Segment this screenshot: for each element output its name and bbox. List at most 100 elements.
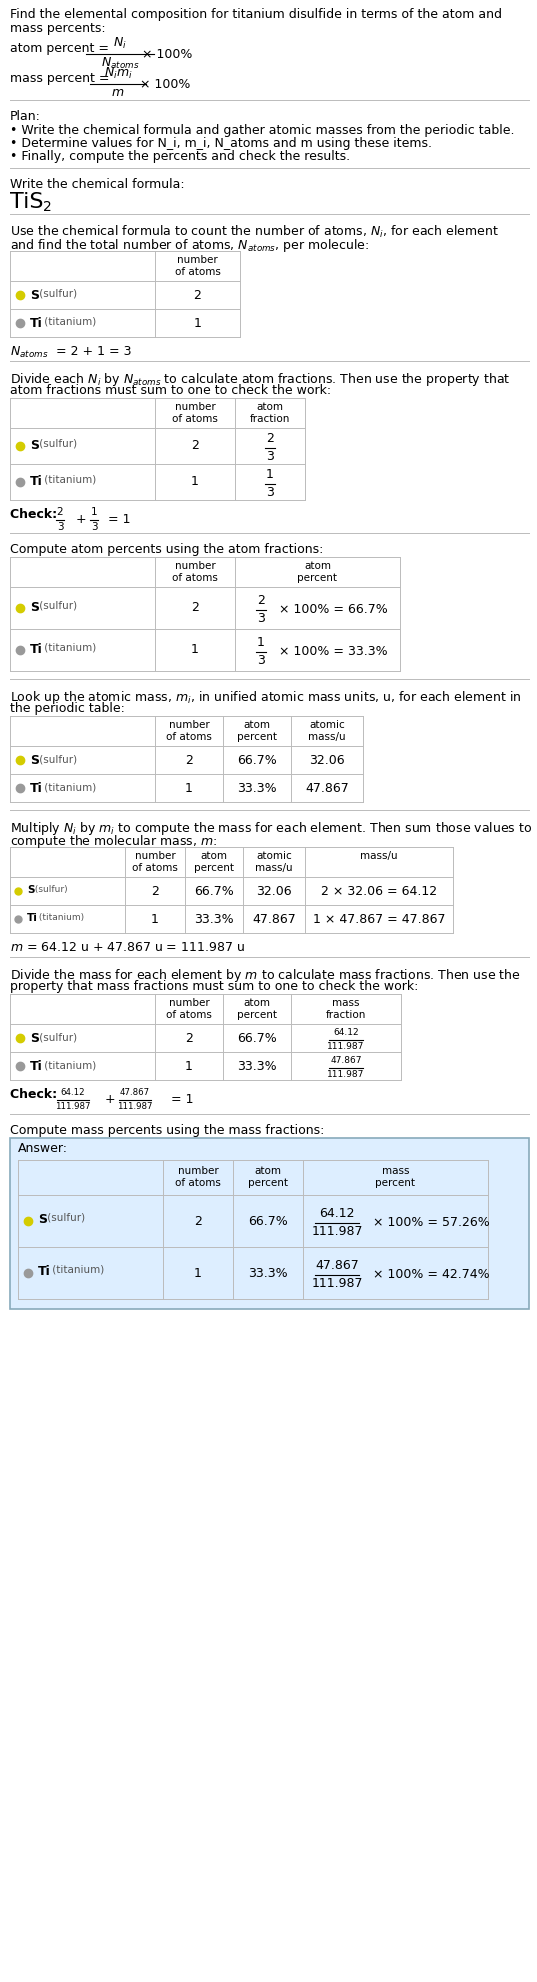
Text: 2: 2 — [194, 1215, 202, 1229]
Text: and find the total number of atoms, $N_{atoms}$, per molecule:: and find the total number of atoms, $N_{… — [10, 238, 369, 254]
Text: Ti: Ti — [30, 476, 43, 488]
Text: atom
percent: atom percent — [237, 999, 277, 1019]
Text: (sulfur): (sulfur) — [35, 438, 77, 450]
Text: number
of atoms: number of atoms — [172, 402, 218, 424]
Text: number
of atoms: number of atoms — [175, 256, 220, 277]
Text: number
of atoms: number of atoms — [172, 561, 218, 583]
Text: mass percent =: mass percent = — [10, 71, 113, 85]
Text: Compute mass percents using the mass fractions:: Compute mass percents using the mass fra… — [10, 1124, 324, 1138]
Text: Look up the atomic mass, $m_i$, in unified atomic mass units, u, for each elemen: Look up the atomic mass, $m_i$, in unifi… — [10, 690, 521, 706]
Text: Compute atom percents using the atom fractions:: Compute atom percents using the atom fra… — [10, 543, 323, 557]
Text: 66.7%: 66.7% — [194, 886, 234, 898]
Text: 1: 1 — [151, 914, 159, 926]
Text: = 2 + 1 = 3: = 2 + 1 = 3 — [56, 345, 132, 359]
Text: × 100% = 33.3%: × 100% = 33.3% — [279, 644, 388, 658]
Text: atom
percent: atom percent — [248, 1165, 288, 1187]
Text: 1: 1 — [185, 1060, 193, 1072]
Text: S: S — [30, 438, 39, 452]
Text: 64.12: 64.12 — [61, 1088, 85, 1096]
Text: 3: 3 — [266, 450, 274, 464]
Text: Answer:: Answer: — [18, 1142, 68, 1156]
Text: Ti: Ti — [30, 783, 43, 795]
Text: atom
percent: atom percent — [237, 719, 277, 741]
Text: 1 × 47.867 = 47.867: 1 × 47.867 = 47.867 — [313, 914, 445, 926]
Text: (titanium): (titanium) — [41, 783, 97, 793]
Text: $N_{atoms}$: $N_{atoms}$ — [10, 345, 48, 361]
Text: Check:: Check: — [10, 507, 62, 521]
Text: 33.3%: 33.3% — [237, 1060, 277, 1072]
Text: 2: 2 — [185, 1033, 193, 1045]
Text: 1: 1 — [193, 317, 201, 329]
Text: × 100% = 57.26%: × 100% = 57.26% — [373, 1217, 490, 1229]
Text: 2: 2 — [57, 507, 63, 517]
Text: 66.7%: 66.7% — [237, 753, 277, 767]
Text: • Determine values for N_i, m_i, N_atoms and m using these items.: • Determine values for N_i, m_i, N_atoms… — [10, 137, 432, 151]
Text: = 1: = 1 — [108, 513, 130, 525]
Text: S: S — [38, 1213, 47, 1227]
Text: Divide the mass for each element by $m$ to calculate mass fractions. Then use th: Divide the mass for each element by $m$ … — [10, 967, 521, 983]
Text: (titanium): (titanium) — [41, 642, 97, 652]
Text: 1: 1 — [194, 1266, 202, 1280]
Text: 111.987: 111.987 — [55, 1102, 91, 1112]
Text: (sulfur): (sulfur) — [35, 753, 77, 763]
Text: +: + — [105, 1092, 115, 1106]
Text: 2: 2 — [193, 289, 201, 301]
Text: 64.12: 64.12 — [333, 1029, 359, 1037]
Text: 2 × 32.06 = 64.12: 2 × 32.06 = 64.12 — [321, 886, 437, 898]
Text: • Finally, compute the percents and check the results.: • Finally, compute the percents and chec… — [10, 151, 350, 163]
Text: Use the chemical formula to count the number of atoms, $N_i$, for each element: Use the chemical formula to count the nu… — [10, 224, 499, 240]
Text: $m$ = 64.12 u + 47.867 u = 111.987 u: $m$ = 64.12 u + 47.867 u = 111.987 u — [10, 941, 245, 953]
Text: 1: 1 — [91, 507, 97, 517]
Text: (titanium): (titanium) — [49, 1265, 104, 1274]
Text: 33.3%: 33.3% — [194, 914, 234, 926]
Text: S: S — [30, 753, 39, 767]
Text: +: + — [76, 513, 86, 525]
Text: 111.987: 111.987 — [311, 1276, 363, 1290]
Text: 1: 1 — [257, 636, 265, 648]
Text: 3: 3 — [257, 654, 265, 668]
Text: atom
percent: atom percent — [194, 850, 234, 872]
Text: 66.7%: 66.7% — [248, 1215, 288, 1229]
Text: $N_{atoms}$: $N_{atoms}$ — [101, 55, 139, 71]
Text: S: S — [30, 601, 39, 614]
Text: = 1: = 1 — [171, 1092, 193, 1106]
Text: Write the chemical formula:: Write the chemical formula: — [10, 178, 185, 190]
Text: × 100% = 42.74%: × 100% = 42.74% — [373, 1268, 490, 1280]
Text: 47.867: 47.867 — [252, 914, 296, 926]
Text: 1: 1 — [266, 468, 274, 482]
Text: S: S — [30, 1033, 39, 1045]
Text: the periodic table:: the periodic table: — [10, 702, 125, 716]
Text: 64.12: 64.12 — [320, 1207, 355, 1221]
Text: 3: 3 — [91, 521, 97, 531]
Text: Ti: Ti — [30, 642, 43, 656]
Text: Plan:: Plan: — [10, 109, 41, 123]
Text: 3: 3 — [57, 521, 63, 531]
Text: $m$: $m$ — [111, 85, 125, 99]
Text: 47.867: 47.867 — [120, 1088, 150, 1096]
Text: 2: 2 — [257, 595, 265, 606]
Text: number
of atoms: number of atoms — [166, 719, 212, 741]
Text: Ti: Ti — [38, 1265, 51, 1278]
Text: 32.06: 32.06 — [256, 886, 292, 898]
Text: S: S — [30, 289, 39, 301]
Text: 2: 2 — [266, 432, 274, 446]
Text: × 100%: × 100% — [140, 77, 191, 91]
Text: S: S — [27, 886, 34, 896]
Text: (titanium): (titanium) — [41, 317, 97, 327]
Text: Divide each $N_i$ by $N_{atoms}$ to calculate atom fractions. Then use the prope: Divide each $N_i$ by $N_{atoms}$ to calc… — [10, 371, 511, 388]
Text: $N_i m_i$: $N_i m_i$ — [104, 65, 132, 81]
Text: (sulfur): (sulfur) — [32, 886, 67, 894]
Text: 111.987: 111.987 — [328, 1070, 365, 1078]
Text: atomic
mass/u: atomic mass/u — [255, 850, 293, 872]
Text: atom
fraction: atom fraction — [250, 402, 290, 424]
Text: TiS: TiS — [10, 192, 43, 212]
Text: atom percent =: atom percent = — [10, 42, 113, 55]
Text: (sulfur): (sulfur) — [43, 1213, 85, 1223]
Text: compute the molecular mass, $m$:: compute the molecular mass, $m$: — [10, 832, 217, 850]
Text: (titanium): (titanium) — [41, 1060, 97, 1070]
Text: (sulfur): (sulfur) — [35, 1033, 77, 1043]
Text: Ti: Ti — [30, 1060, 43, 1072]
Text: 47.867: 47.867 — [315, 1259, 359, 1272]
Text: 2: 2 — [151, 886, 159, 898]
Text: 32.06: 32.06 — [309, 753, 345, 767]
